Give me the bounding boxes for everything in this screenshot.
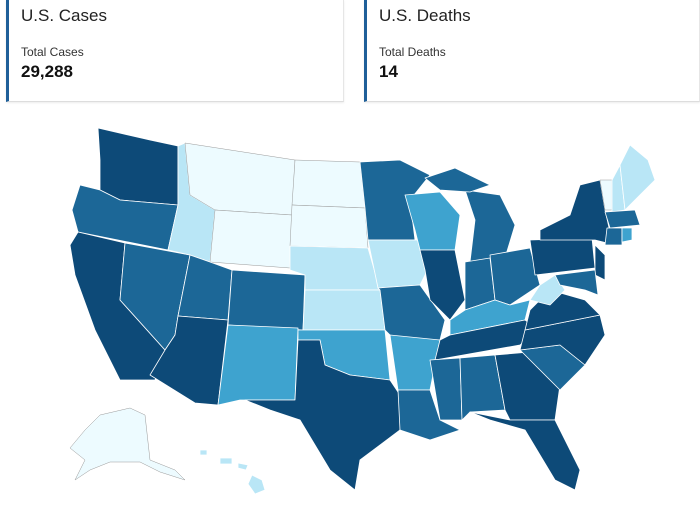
card-value: 29,288 xyxy=(21,62,73,81)
state xyxy=(237,462,249,471)
state xyxy=(464,189,516,263)
state xyxy=(209,209,293,269)
state xyxy=(529,237,596,276)
state xyxy=(97,127,179,206)
state xyxy=(619,144,656,211)
cases-card: U.S. Cases Total Cases 29,288 xyxy=(6,0,344,102)
state xyxy=(367,239,431,289)
state xyxy=(397,389,461,441)
state xyxy=(227,269,306,331)
deaths-card: U.S. Deaths Total Deaths 14 xyxy=(364,0,700,102)
states xyxy=(69,127,656,495)
state xyxy=(244,339,401,491)
state xyxy=(459,354,506,421)
card-label: Total Cases xyxy=(21,45,84,59)
state xyxy=(149,315,229,406)
card-value: 14 xyxy=(379,62,398,81)
state xyxy=(199,449,208,456)
state xyxy=(291,159,366,209)
state xyxy=(604,209,641,229)
state xyxy=(594,244,606,281)
state xyxy=(219,457,233,465)
state xyxy=(289,204,369,249)
state xyxy=(621,227,633,243)
state xyxy=(69,407,186,481)
state xyxy=(217,324,299,406)
state xyxy=(604,227,623,246)
card-title: U.S. Deaths xyxy=(379,6,471,25)
state xyxy=(554,269,599,296)
state xyxy=(247,474,266,495)
us-map xyxy=(69,127,656,495)
state xyxy=(469,411,581,491)
state xyxy=(489,247,541,306)
state xyxy=(424,167,491,193)
card-label: Total Deaths xyxy=(379,45,446,59)
card-title: U.S. Cases xyxy=(21,6,107,25)
state xyxy=(302,289,386,331)
